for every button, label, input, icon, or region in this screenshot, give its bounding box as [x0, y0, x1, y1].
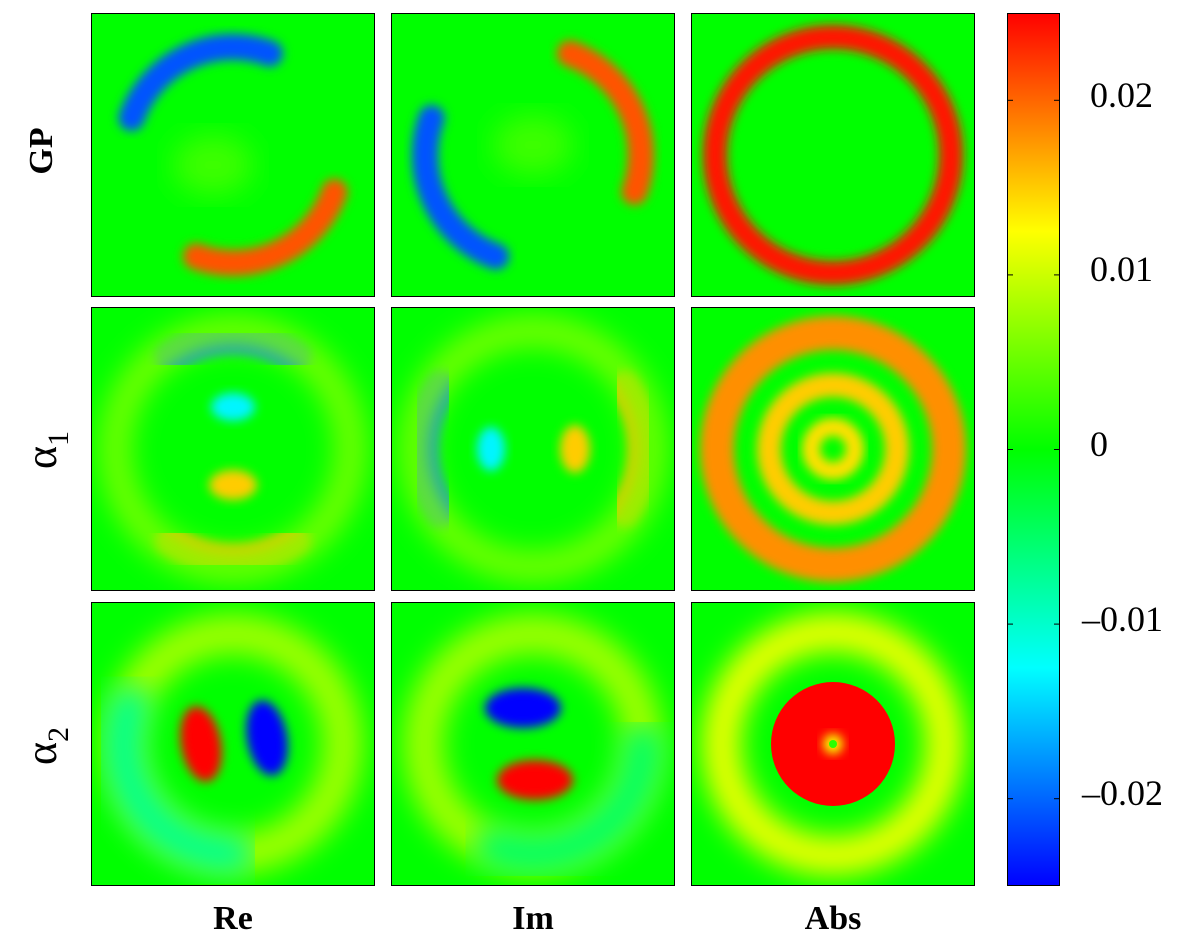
panel-im-2 [391, 602, 675, 886]
row-label-alpha1-subscript: 1 [42, 430, 75, 446]
center-lobe [173, 135, 253, 195]
center-point [829, 740, 837, 748]
column-label-abs: Abs [804, 900, 862, 937]
panel-frame [91, 13, 375, 297]
lobe-positive [180, 706, 222, 782]
panel-abs-2 [691, 602, 975, 886]
panel-im-1 [391, 307, 675, 591]
panel-frame [391, 13, 675, 297]
panel-abs-0 [691, 13, 975, 297]
row-label-alpha2: α2 [16, 686, 76, 806]
panel-re-2 [91, 602, 375, 886]
row-label-alpha2-subscript: 2 [42, 726, 75, 742]
panel-frame [691, 307, 975, 591]
column-label-im: Im [512, 900, 554, 937]
colorbar-tick-label: 0.02 [1090, 75, 1153, 115]
lobe-negative [246, 700, 288, 776]
ring-inner [802, 418, 864, 480]
lobe-positive [209, 470, 257, 500]
crescent-negative [118, 34, 283, 132]
panel-frame [91, 307, 375, 591]
panel-im-0 [391, 13, 675, 297]
panel-re-1 [91, 307, 375, 591]
panel-background [391, 307, 675, 591]
outer-ring-negative [103, 686, 253, 874]
panel-background [91, 307, 375, 591]
row-label-alpha1: α1 [16, 390, 76, 510]
outer-ring [702, 613, 964, 875]
ring-outer [700, 316, 966, 582]
panel-frame [391, 602, 675, 886]
lobe-positive [497, 760, 573, 800]
outer-halo [400, 316, 666, 582]
panel-background [691, 307, 975, 591]
row-label-alpha2-symbol: α [17, 741, 66, 766]
row-label-alpha1-symbol: α [17, 445, 66, 470]
colorbar-gradient [1007, 13, 1060, 886]
panel-frame [391, 307, 675, 591]
lobe-negative [485, 688, 561, 728]
outer-ring-negative [475, 724, 663, 874]
panel-background [691, 13, 975, 297]
panel-frame [691, 602, 975, 886]
ring-middle [757, 373, 909, 525]
colorbar-tick-label: –0.01 [1082, 599, 1163, 639]
panel-re-0 [91, 13, 375, 297]
lobe-positive [560, 425, 590, 473]
colorbar-tick-label: 0.01 [1090, 249, 1153, 289]
colorbar-tick-label: –0.02 [1082, 773, 1163, 813]
panel-abs-1 [691, 307, 975, 591]
row-label-gp-text: GP [23, 127, 60, 175]
center-lobe [493, 115, 573, 175]
crescent-positive [183, 178, 348, 276]
panel-frame [91, 602, 375, 886]
lobe-negative [477, 427, 505, 471]
crescent-positive [556, 40, 654, 205]
crescent-negative [412, 105, 510, 270]
outer-halo [100, 316, 366, 582]
lobe-negative [211, 393, 255, 421]
colorbar-tick-label: 0 [1090, 424, 1108, 464]
panel-frame [691, 13, 975, 297]
ring [703, 25, 963, 285]
column-label-re: Re [213, 900, 253, 937]
row-label-gp: GP [23, 91, 61, 211]
